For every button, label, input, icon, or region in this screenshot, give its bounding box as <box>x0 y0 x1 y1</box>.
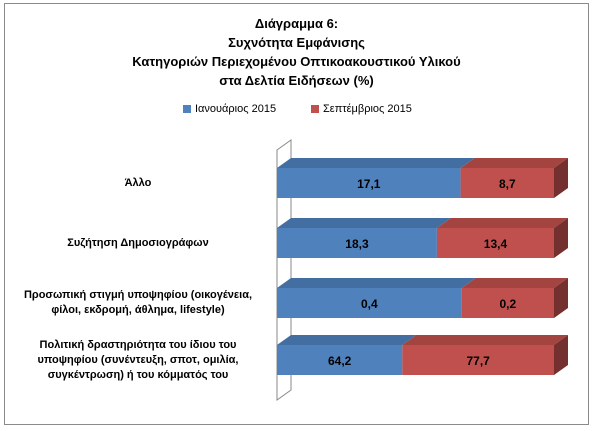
bar-segment: 0,4 <box>277 278 476 318</box>
chart-title: Διάγραμμα 6: Συχνότητα Εμφάνισης Κατηγοριώ… <box>0 14 593 90</box>
bar-side-face <box>554 335 568 375</box>
legend-swatch <box>183 105 191 113</box>
category-label: Πολιτική δραστηριότητα του ίδιου του υποψ… <box>37 338 239 381</box>
bar-top-face <box>461 278 568 288</box>
category-label: Συζήτηση Δημοσιογράφων <box>67 236 209 249</box>
bar-top-face <box>277 335 417 345</box>
category-label: Προσωπική στιγμή υποψηφίου (οικογένεια, φ… <box>23 289 253 316</box>
bar-top-face <box>277 218 451 228</box>
chart-title-line: Κατηγοριών Περιεχομένου Οπτικοακουστικού… <box>132 54 461 69</box>
legend: Ιανουάριος 2015 Σεπτέμβριος 2015 <box>0 103 593 119</box>
bar-segment: 17,1 <box>277 158 475 198</box>
bar-top-face <box>460 158 568 168</box>
data-label: 18,3 <box>345 237 369 251</box>
category-label: Άλλο <box>124 176 152 189</box>
bar-segment: 13,4 <box>436 218 568 258</box>
bar-front-face <box>460 168 554 198</box>
data-label: 0,2 <box>499 297 516 311</box>
legend-item: Σεπτέμβριος 2015 <box>311 103 412 115</box>
data-label: 8,7 <box>499 177 516 191</box>
bar-segment: 77,7 <box>402 335 568 375</box>
bar-side-face <box>554 158 568 198</box>
bar-side-face <box>554 278 568 318</box>
data-label: 0,4 <box>361 297 378 311</box>
data-label: 17,1 <box>357 177 381 191</box>
legend-item: Ιανουάριος 2015 <box>183 103 276 115</box>
legend-label: Ιανουάριος 2015 <box>195 103 277 115</box>
bar-top-face <box>402 335 568 345</box>
legend-label: Σεπτέμβριος 2015 <box>323 103 412 115</box>
chart-title-line: στα Δελτία Ειδήσεων (%) <box>219 73 374 88</box>
data-label: 13,4 <box>484 237 508 251</box>
bar-segment: 0,2 <box>461 278 568 318</box>
bar-segment: 8,7 <box>460 158 568 198</box>
bar-front-face <box>277 288 462 318</box>
bar-front-face <box>277 345 403 375</box>
bar-front-face <box>277 228 437 258</box>
bar-side-face <box>554 218 568 258</box>
legend-swatch <box>311 105 319 113</box>
bar-front-face <box>461 288 554 318</box>
bar-top-face <box>436 218 568 228</box>
bar-segment: 18,3 <box>277 218 451 258</box>
bar-top-face <box>277 278 476 288</box>
chart-title-line: Διάγραμμα 6: <box>254 16 339 31</box>
bar-top-face <box>277 158 475 168</box>
bar-front-face <box>436 228 554 258</box>
bar-segment: 64,2 <box>277 335 417 375</box>
bar-front-face <box>277 168 461 198</box>
data-label: 77,7 <box>466 354 490 368</box>
chart-title-line: Συχνότητα Εμφάνισης <box>228 35 365 50</box>
data-label: 64,2 <box>328 354 352 368</box>
bar-front-face <box>402 345 554 375</box>
